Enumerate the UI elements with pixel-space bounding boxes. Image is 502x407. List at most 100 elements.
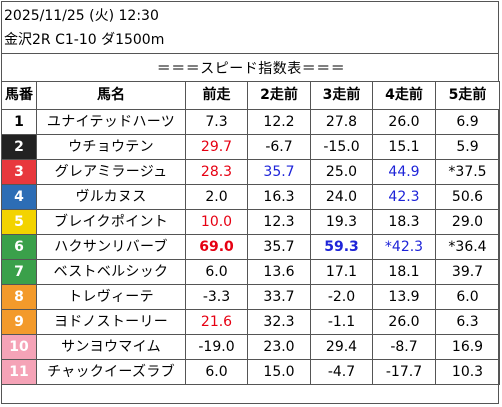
speed-index-cell: -3.3 [185,284,248,310]
horse-name: ヴルカヌス [36,184,186,210]
horse-number: 4 [1,184,37,210]
speed-index-cell: -19.0 [185,334,248,360]
table-row: 9 ヨドノストーリー 21.6 32.3 -1.1 26.0 6.3 [1,309,500,335]
speed-index-cell: -15.0 [310,134,373,160]
speed-index-cell: 29.7 [185,134,248,160]
speed-index-cell: 16.3 [247,184,311,210]
speed-index-table: 馬番 馬名 前走 2走前 3走前 4走前 5走前 1 ユナイテッドハーツ 7.3 12… [1,81,500,385]
speed-index-cell: -2.0 [310,284,373,310]
horse-name: ブレイクポイント [36,209,186,235]
column-header-3-races-ago: 3走前 [310,81,373,110]
speed-index-cell: -17.7 [372,359,436,385]
header-row: 馬番 馬名 前走 2走前 3走前 4走前 5走前 [1,81,500,110]
speed-index-cell: 25.0 [310,159,373,185]
column-header-4-races-ago: 4走前 [372,81,436,110]
column-header-number: 馬番 [1,81,37,110]
horse-name: ベストベルシック [36,259,186,285]
column-header-horse-name: 馬名 [36,81,186,110]
speed-index-cell: 5.9 [435,134,500,160]
speed-index-cell: 10.0 [185,209,248,235]
table-row: 10 サンヨウマイム -19.0 23.0 29.4 -8.7 16.9 [1,334,500,360]
horse-name: ユナイテッドハーツ [36,109,186,135]
speed-index-cell: 6.0 [435,284,500,310]
speed-index-cell: 6.9 [435,109,500,135]
horse-number: 2 [1,134,37,160]
speed-index-cell: 39.7 [435,259,500,285]
speed-index-cell: -6.7 [247,134,311,160]
speed-index-cell: 23.0 [247,334,311,360]
divider [1,53,499,54]
race-datetime: 2025/11/25 (火) 12:30 [4,8,159,24]
speed-index-cell: *37.5 [435,159,500,185]
speed-index-cell: 12.2 [247,109,311,135]
horse-number: 7 [1,259,37,285]
horse-number: 3 [1,159,37,185]
speed-index-cell: 6.0 [185,359,248,385]
horse-name: ハクサンリバーブ [36,234,186,260]
speed-index-cell: 35.7 [247,159,311,185]
speed-index-cell: 18.3 [372,209,436,235]
speed-index-cell: 17.1 [310,259,373,285]
table-row: 6 ハクサンリバーブ 69.0 35.7 59.3 *42.3 *36.4 [1,234,500,260]
speed-index-cell: 13.9 [372,284,436,310]
horse-number: 10 [1,334,37,360]
speed-index-cell: 13.6 [247,259,311,285]
speed-index-cell: 6.3 [435,309,500,335]
table-row: 3 グレアミラージュ 28.3 35.7 25.0 44.9 *37.5 [1,159,500,185]
speed-index-cell: 16.9 [435,334,500,360]
speed-index-cell: 28.3 [185,159,248,185]
speed-index-cell: *42.3 [372,234,436,260]
speed-index-cell: 15.0 [247,359,311,385]
speed-index-cell: 2.0 [185,184,248,210]
table-row: 7 ベストベルシック 6.0 13.6 17.1 18.1 39.7 [1,259,500,285]
column-header-last-race: 前走 [185,81,248,110]
horse-number: 1 [1,109,37,135]
speed-index-cell: 12.3 [247,209,311,235]
horse-name: グレアミラージュ [36,159,186,185]
horse-name: チャックイーズラブ [36,359,186,385]
table-row: 1 ユナイテッドハーツ 7.3 12.2 27.8 26.0 6.9 [1,109,500,135]
horse-name: ウチョウテン [36,134,186,160]
speed-index-cell: -8.7 [372,334,436,360]
horse-number: 5 [1,209,37,235]
horse-name: ヨドノストーリー [36,309,186,335]
table-row: 4 ヴルカヌス 2.0 16.3 24.0 42.3 50.6 [1,184,500,210]
column-header-5-races-ago: 5走前 [435,81,500,110]
speed-index-cell: 29.0 [435,209,500,235]
speed-index-cell: 24.0 [310,184,373,210]
speed-index-cell: 19.3 [310,209,373,235]
table-row: 2 ウチョウテン 29.7 -6.7 -15.0 15.1 5.9 [1,134,500,160]
speed-index-cell: 18.1 [372,259,436,285]
speed-index-cell: 29.4 [310,334,373,360]
race-info: 金沢2R C1-10 ダ1500m [4,32,165,48]
speed-index-cell: 69.0 [185,234,248,260]
speed-index-cell: 10.3 [435,359,500,385]
speed-index-cell: 26.0 [372,109,436,135]
speed-index-cell: 42.3 [372,184,436,210]
table-title: ＝＝＝スピード指数表＝＝＝ [156,61,346,77]
table-row: 8 トレヴィーテ -3.3 33.7 -2.0 13.9 6.0 [1,284,500,310]
speed-index-cell: 15.1 [372,134,436,160]
column-header-2-races-ago: 2走前 [247,81,311,110]
horse-number: 8 [1,284,37,310]
horse-number: 6 [1,234,37,260]
speed-index-cell: 32.3 [247,309,311,335]
speed-index-cell: 7.3 [185,109,248,135]
speed-index-cell: *36.4 [435,234,500,260]
speed-index-cell: 21.6 [185,309,248,335]
speed-index-cell: 44.9 [372,159,436,185]
horse-number: 11 [1,359,37,385]
speed-index-cell: -4.7 [310,359,373,385]
speed-index-cell: 26.0 [372,309,436,335]
speed-index-cell: 27.8 [310,109,373,135]
speed-index-cell: 59.3 [310,234,373,260]
horse-name: トレヴィーテ [36,284,186,310]
speed-index-cell: 50.6 [435,184,500,210]
speed-index-cell: 6.0 [185,259,248,285]
horse-name: サンヨウマイム [36,334,186,360]
speed-index-cell: -1.1 [310,309,373,335]
horse-number: 9 [1,309,37,335]
speed-index-cell: 33.7 [247,284,311,310]
table-row: 11 チャックイーズラブ 6.0 15.0 -4.7 -17.7 10.3 [1,359,500,385]
speed-index-cell: 35.7 [247,234,311,260]
